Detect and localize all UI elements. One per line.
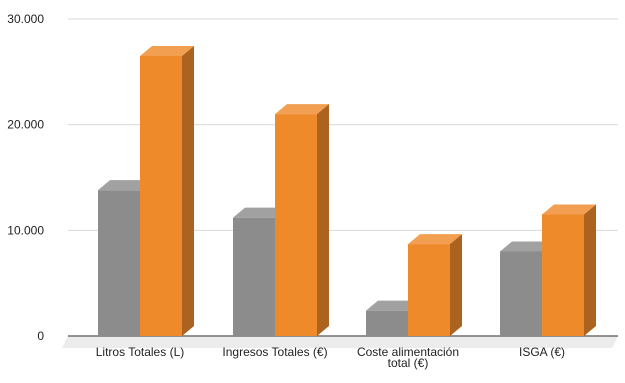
bar-front bbox=[275, 114, 317, 336]
bar bbox=[275, 104, 329, 336]
bar-front bbox=[98, 190, 140, 336]
x-category-label: Ingresos Totales (€) bbox=[222, 345, 327, 359]
bar-front bbox=[366, 310, 408, 336]
bars bbox=[98, 45, 596, 336]
bar-front bbox=[140, 55, 182, 336]
bar-top bbox=[500, 241, 554, 252]
bar-front bbox=[233, 217, 275, 336]
bar bbox=[140, 45, 194, 336]
bar-top bbox=[98, 180, 152, 191]
bar-front bbox=[408, 244, 450, 336]
y-tick-label: 0 bbox=[37, 329, 44, 343]
bar-side bbox=[450, 234, 462, 336]
bar bbox=[542, 204, 596, 336]
bar-side bbox=[182, 45, 194, 336]
bar-top bbox=[140, 45, 194, 56]
x-category-label: Litros Totales (L) bbox=[96, 345, 184, 359]
x-category-label: ISGA (€) bbox=[519, 345, 565, 359]
bar-top bbox=[542, 204, 596, 215]
x-axis: Litros Totales (L) Ingresos Totales (€) Co… bbox=[96, 345, 565, 370]
bar bbox=[408, 234, 462, 336]
bar-top bbox=[275, 104, 329, 115]
bar-side bbox=[317, 104, 329, 336]
bar-front bbox=[542, 214, 584, 336]
bar-front bbox=[500, 251, 542, 336]
bar-top bbox=[366, 300, 420, 311]
x-category-label: Coste alimentación bbox=[357, 345, 459, 359]
y-tick-label: 10.000 bbox=[7, 223, 44, 237]
y-axis: 0 10.000 20.000 30.000 bbox=[7, 12, 44, 343]
bar-side bbox=[584, 204, 596, 336]
x-category-label: total (€) bbox=[388, 356, 429, 370]
chart-floor bbox=[62, 336, 618, 348]
y-tick-label: 20.000 bbox=[7, 118, 44, 132]
y-tick-label: 30.000 bbox=[7, 12, 44, 26]
bar-top bbox=[233, 207, 287, 218]
bar-top bbox=[408, 234, 462, 245]
